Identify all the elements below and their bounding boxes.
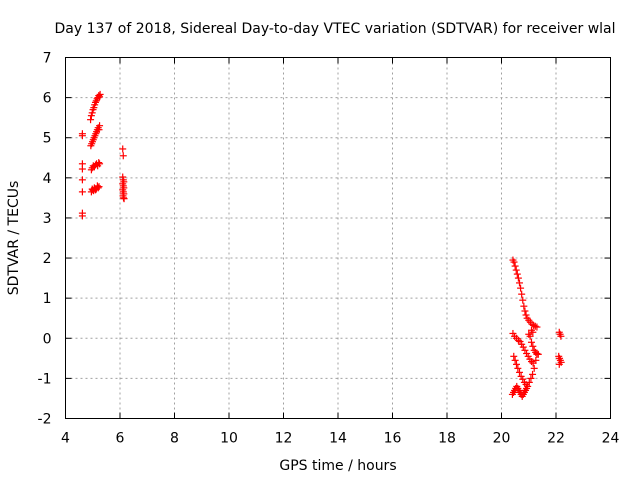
x-axis-label: GPS time / hours <box>279 458 396 474</box>
data-point <box>526 332 534 340</box>
data-point <box>78 160 86 168</box>
data-point <box>510 258 518 266</box>
y-tick-label: 7 <box>43 51 52 67</box>
data-point <box>91 98 99 106</box>
data-point <box>533 350 541 358</box>
x-tick-label: 10 <box>220 431 238 447</box>
data-point <box>519 296 527 304</box>
x-tick-label: 24 <box>602 431 620 447</box>
data-point <box>532 356 540 364</box>
data-point <box>96 122 104 130</box>
y-tick-label: 6 <box>43 91 52 107</box>
x-tick-label: 22 <box>547 431 565 447</box>
y-tick-label: -2 <box>38 412 52 428</box>
data-point <box>88 109 96 117</box>
x-tick-label: 14 <box>329 431 347 447</box>
data-point <box>78 176 86 184</box>
x-axis: 4 6 8 10 12 14 16 18 20 22 24 <box>61 57 620 447</box>
data-point <box>519 343 527 351</box>
data-point <box>525 378 533 386</box>
chart-title: Day 137 of 2018, Sidereal Day-to-day VTE… <box>54 21 615 37</box>
x-tick-label: 16 <box>384 431 402 447</box>
data-point <box>555 360 563 368</box>
x-tick-label: 8 <box>170 431 179 447</box>
data-point <box>529 370 537 378</box>
data-points <box>78 90 565 400</box>
data-point <box>96 160 104 168</box>
data-point <box>513 270 521 278</box>
y-tick-label: 0 <box>43 331 52 347</box>
data-point <box>533 323 541 331</box>
data-point <box>96 90 104 98</box>
data-point <box>119 145 127 153</box>
data-point <box>514 274 522 282</box>
data-point <box>534 350 542 358</box>
data-point <box>514 364 522 372</box>
y-axis: -2 -1 0 1 2 3 4 5 6 7 <box>38 51 611 428</box>
data-point <box>515 279 523 287</box>
data-point <box>527 358 535 366</box>
data-point <box>519 375 527 383</box>
y-tick-label: -1 <box>38 371 52 387</box>
y-tick-label: 3 <box>43 211 52 227</box>
data-point <box>521 346 529 354</box>
data-point <box>527 374 535 382</box>
y-tick-label: 2 <box>43 251 52 267</box>
data-point <box>523 384 531 392</box>
data-point <box>520 302 528 310</box>
x-tick-label: 20 <box>493 431 511 447</box>
grid-lines <box>65 57 611 419</box>
data-point <box>78 209 86 217</box>
data-point <box>78 188 86 196</box>
data-point <box>527 338 535 346</box>
data-point <box>512 266 520 274</box>
data-point <box>95 159 103 167</box>
x-tick-label: 4 <box>61 431 70 447</box>
data-point <box>95 183 103 191</box>
y-tick-label: 5 <box>43 131 52 147</box>
x-tick-label: 12 <box>275 431 293 447</box>
data-point <box>94 184 102 192</box>
data-point <box>78 130 86 138</box>
data-point <box>515 368 523 376</box>
data-point <box>530 364 538 372</box>
data-point <box>87 116 95 124</box>
data-point <box>529 342 537 350</box>
data-point <box>95 92 103 100</box>
data-point <box>557 332 565 340</box>
y-axis-label: SDTVAR / TECUs <box>6 181 22 296</box>
data-point <box>514 336 522 344</box>
data-point <box>518 290 526 298</box>
data-point <box>529 328 537 336</box>
x-tick-label: 18 <box>438 431 456 447</box>
data-point <box>120 195 128 203</box>
data-point <box>531 322 539 330</box>
data-point <box>530 321 538 329</box>
data-point <box>119 152 127 160</box>
data-point <box>517 284 525 292</box>
y-tick-label: 4 <box>43 171 52 187</box>
data-point <box>510 352 518 360</box>
data-point <box>521 307 529 315</box>
data-point <box>511 356 519 364</box>
data-point <box>512 360 520 368</box>
data-point <box>522 311 530 319</box>
y-tick-label: 1 <box>43 291 52 307</box>
x-tick-label: 6 <box>116 431 125 447</box>
data-point <box>511 262 519 270</box>
